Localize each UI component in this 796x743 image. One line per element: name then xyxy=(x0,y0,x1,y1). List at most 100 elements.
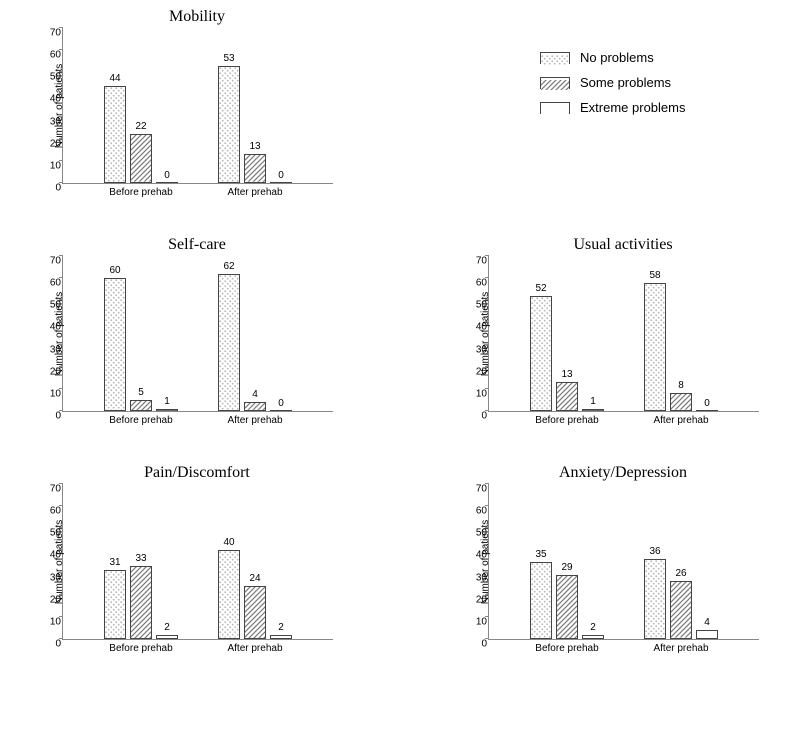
y-tick-label: 50 xyxy=(467,528,487,539)
y-tick-label: 0 xyxy=(467,411,487,422)
bar xyxy=(644,283,666,411)
bar-value-label: 52 xyxy=(535,283,546,294)
y-tick-mark xyxy=(59,299,63,300)
y-tick-mark xyxy=(485,388,489,389)
bar-value-label: 1 xyxy=(164,396,170,407)
bar-value-label: 13 xyxy=(249,141,260,152)
y-tick-label: 20 xyxy=(467,366,487,377)
bar xyxy=(130,566,152,639)
y-tick-mark xyxy=(485,344,489,345)
bar-value-label: 33 xyxy=(135,553,146,564)
y-tick-label: 20 xyxy=(41,366,61,377)
bar-value-label: 13 xyxy=(561,369,572,380)
y-tick-label: 20 xyxy=(41,594,61,605)
x-group-label: Before prehab xyxy=(530,643,604,654)
x-group-label: Before prehab xyxy=(104,187,178,198)
y-tick-label: 50 xyxy=(41,528,61,539)
chart-area: Number of patients01020304050607031332Be… xyxy=(62,484,333,640)
bar xyxy=(244,154,266,183)
y-tick-mark xyxy=(485,410,489,411)
bar-value-label: 2 xyxy=(164,622,170,633)
bar xyxy=(696,630,718,639)
y-tick-label: 70 xyxy=(467,484,487,495)
panel-title: Mobility xyxy=(62,8,332,26)
bar xyxy=(556,575,578,639)
x-group-label: Before prehab xyxy=(104,415,178,426)
y-tick-mark xyxy=(59,93,63,94)
bar xyxy=(270,635,292,639)
bar xyxy=(270,410,292,411)
y-tick-label: 10 xyxy=(41,388,61,399)
y-tick-label: 40 xyxy=(467,550,487,561)
bar-value-label: 58 xyxy=(649,270,660,281)
y-tick-mark xyxy=(485,255,489,256)
y-tick-mark xyxy=(59,638,63,639)
legend-swatch xyxy=(540,77,570,89)
bar-value-label: 4 xyxy=(252,389,258,400)
bar-value-label: 31 xyxy=(109,557,120,568)
bar xyxy=(218,550,240,639)
bar-value-label: 0 xyxy=(278,170,284,181)
chart-area: Number of patients01020304050607052131Be… xyxy=(488,256,759,412)
y-tick-label: 0 xyxy=(467,639,487,650)
bar-value-label: 60 xyxy=(109,265,120,276)
y-tick-mark xyxy=(59,160,63,161)
y-tick-mark xyxy=(59,594,63,595)
y-tick-mark xyxy=(59,388,63,389)
y-tick-mark xyxy=(59,366,63,367)
y-tick-label: 60 xyxy=(467,506,487,517)
bar-value-label: 8 xyxy=(678,380,684,391)
y-tick-label: 0 xyxy=(41,411,61,422)
y-tick-label: 70 xyxy=(41,484,61,495)
y-tick-label: 40 xyxy=(41,94,61,105)
y-tick-label: 40 xyxy=(467,322,487,333)
y-tick-mark xyxy=(59,49,63,50)
y-tick-label: 40 xyxy=(41,322,61,333)
y-tick-mark xyxy=(59,527,63,528)
y-tick-mark xyxy=(59,71,63,72)
chart-panel: Pain/DiscomfortNumber of patients0102030… xyxy=(62,464,392,640)
bar xyxy=(218,66,240,183)
y-tick-mark xyxy=(59,27,63,28)
bar xyxy=(670,581,692,639)
bar xyxy=(156,182,178,183)
legend-item: No problems xyxy=(540,50,685,65)
x-group-label: After prehab xyxy=(218,415,292,426)
figure-page: No problemsSome problemsExtreme problems… xyxy=(0,0,796,743)
bar xyxy=(670,393,692,411)
y-tick-mark xyxy=(485,616,489,617)
bar xyxy=(130,134,152,183)
bar xyxy=(644,559,666,639)
y-tick-mark xyxy=(59,116,63,117)
y-tick-mark xyxy=(485,299,489,300)
legend-swatch xyxy=(540,52,570,64)
bar-value-label: 0 xyxy=(704,398,710,409)
bar-value-label: 62 xyxy=(223,261,234,272)
y-tick-label: 30 xyxy=(41,344,61,355)
chart-area: Number of patients01020304050607044220Be… xyxy=(62,28,333,184)
x-group-label: Before prehab xyxy=(530,415,604,426)
bar-value-label: 0 xyxy=(278,398,284,409)
bar-value-label: 40 xyxy=(223,537,234,548)
bar-value-label: 22 xyxy=(135,121,146,132)
y-tick-label: 30 xyxy=(467,344,487,355)
bar-value-label: 2 xyxy=(590,622,596,633)
x-group-label: After prehab xyxy=(218,643,292,654)
y-tick-label: 70 xyxy=(41,28,61,39)
legend-swatch xyxy=(540,102,570,114)
y-tick-mark xyxy=(59,138,63,139)
bar-value-label: 35 xyxy=(535,549,546,560)
y-tick-label: 30 xyxy=(41,116,61,127)
legend: No problemsSome problemsExtreme problems xyxy=(540,50,685,125)
bar xyxy=(582,409,604,411)
y-tick-label: 20 xyxy=(41,138,61,149)
y-tick-mark xyxy=(59,410,63,411)
panel-title: Pain/Discomfort xyxy=(62,464,332,482)
bar xyxy=(556,382,578,411)
x-group-label: Before prehab xyxy=(104,643,178,654)
bar-value-label: 4 xyxy=(704,617,710,628)
bar xyxy=(130,400,152,411)
chart-panel: Self-careNumber of patients0102030405060… xyxy=(62,236,392,412)
bar xyxy=(530,296,552,411)
y-tick-mark xyxy=(59,277,63,278)
